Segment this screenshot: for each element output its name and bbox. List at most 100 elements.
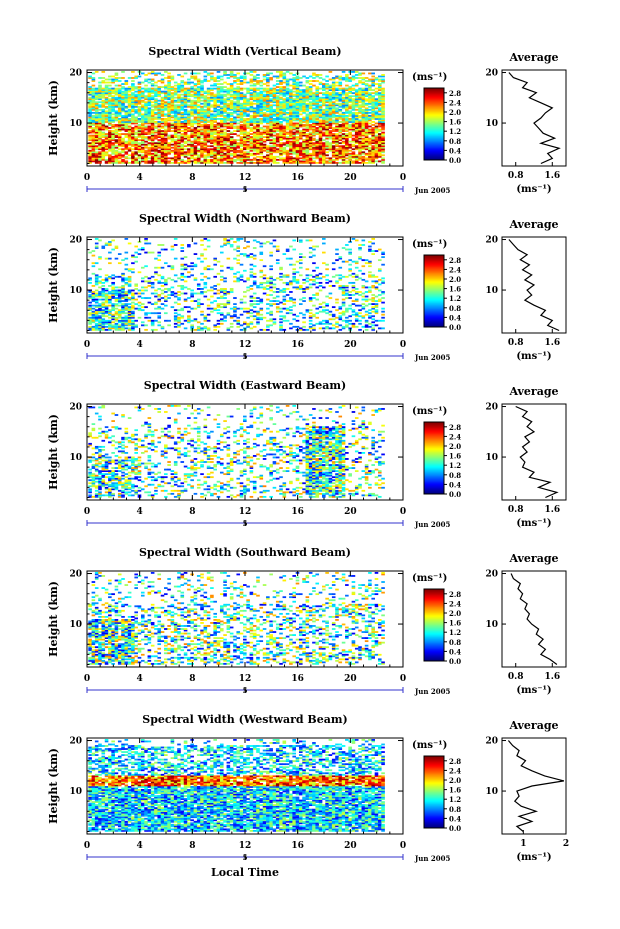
heatmap-cell <box>140 155 145 158</box>
heatmap-cell <box>285 71 290 73</box>
heatmap-cell <box>249 142 254 145</box>
heatmap-cell <box>279 105 283 108</box>
heatmap-cell <box>190 140 194 143</box>
heatmap-cell <box>200 145 204 148</box>
heatmap-cell <box>259 104 264 107</box>
heatmap-cell <box>256 80 260 82</box>
heatmap-cell <box>111 80 115 82</box>
heatmap-cell <box>108 148 112 151</box>
heatmap-cell <box>196 110 201 113</box>
heatmap-cell <box>279 148 283 151</box>
heatmap-cell <box>157 298 162 301</box>
heatmap-cell <box>377 78 382 81</box>
heatmap-cell <box>134 292 138 295</box>
heatmap-cell <box>98 108 102 111</box>
heatmap-cell <box>226 93 231 96</box>
heatmap-cell <box>154 107 158 110</box>
heatmap-cell <box>157 80 162 82</box>
heatmap-cell <box>325 140 329 143</box>
heatmap-cell <box>164 104 168 107</box>
heatmap-cell <box>121 104 125 107</box>
heatmap-cell <box>134 131 138 134</box>
heatmap-cell <box>104 328 109 331</box>
heatmap-cell <box>243 157 247 160</box>
heatmap-cell <box>256 139 260 142</box>
heatmap-cell <box>183 89 188 92</box>
heatmap-cell <box>101 145 106 148</box>
heatmap-cell <box>219 113 224 116</box>
heatmap-cell <box>91 148 96 151</box>
heatmap-cell <box>229 90 234 93</box>
heatmap-cell <box>164 95 168 98</box>
colorbar-unit: (ms⁻¹) <box>412 72 447 83</box>
heatmap-cell <box>272 161 277 164</box>
heatmap-cell <box>292 145 296 148</box>
heatmap-cell <box>127 161 132 164</box>
heatmap-cell <box>94 108 99 111</box>
heatmap-cell <box>114 87 119 90</box>
heatmap-cell <box>196 142 201 145</box>
heatmap-cell <box>282 158 287 161</box>
heatmap-cell <box>114 154 119 157</box>
heatmap-cell <box>243 137 247 140</box>
heatmap-cell <box>193 131 198 134</box>
heatmap-cell <box>98 145 102 148</box>
heatmap-cell <box>94 128 99 131</box>
heatmap-cell <box>154 137 158 140</box>
heatmap-cell <box>88 93 92 96</box>
heatmap-cell <box>134 160 138 163</box>
heatmap-cell <box>275 125 280 128</box>
heatmap-cell <box>325 90 329 93</box>
heatmap-cell <box>328 157 333 160</box>
heatmap-cell <box>371 124 375 126</box>
heatmap-cell <box>91 90 96 93</box>
heatmap-cell <box>279 127 283 129</box>
heatmap-cell <box>150 113 155 116</box>
heatmap-cell <box>91 95 96 98</box>
heatmap-cell <box>160 289 165 292</box>
heatmap-cell <box>312 160 316 163</box>
heatmap-cell <box>289 160 293 163</box>
heatmap-cell <box>98 158 102 161</box>
heatmap-cell <box>121 90 125 93</box>
heatmap-cell <box>381 87 385 90</box>
heatmap-cell <box>170 116 175 119</box>
heatmap-cell <box>368 122 372 125</box>
heatmap-cell <box>338 75 343 78</box>
heatmap-cell <box>187 140 191 143</box>
heatmap-cell <box>325 151 329 154</box>
heatmap-cell <box>272 104 277 107</box>
heatmap-cell <box>216 86 221 88</box>
heatmap-cell <box>173 238 178 240</box>
heatmap-cell <box>187 81 191 84</box>
heatmap-cell <box>243 95 247 98</box>
heatmap-cell <box>160 78 165 81</box>
heatmap-cell <box>183 152 188 155</box>
heatmap-cell <box>269 104 273 107</box>
heatmap-cell <box>177 139 181 142</box>
heatmap-cell <box>170 93 175 96</box>
heatmap-cell <box>108 119 112 122</box>
heatmap-cell <box>351 137 356 140</box>
heatmap-cell <box>88 301 92 304</box>
heatmap-cell <box>203 128 208 131</box>
heatmap-cell <box>354 154 359 157</box>
heatmap-cell <box>114 90 119 93</box>
heatmap-cell <box>262 101 267 104</box>
heatmap-cell <box>328 71 333 73</box>
heatmap-cell <box>88 118 92 120</box>
heatmap-cell <box>266 131 270 134</box>
heatmap-cell <box>295 151 300 154</box>
heatmap-cell <box>117 130 122 132</box>
heatmap-cell <box>98 95 102 98</box>
heatmap-cell <box>104 325 109 328</box>
heatmap-cell <box>269 122 273 125</box>
heatmap-cell <box>252 71 257 73</box>
heatmap-cell <box>183 119 188 122</box>
heatmap-cell <box>246 158 250 161</box>
heatmap-cell <box>170 119 175 122</box>
heatmap-cell <box>233 122 237 125</box>
heatmap-cell <box>140 160 145 163</box>
heatmap-cell <box>210 95 214 98</box>
heatmap-cell <box>108 134 112 137</box>
